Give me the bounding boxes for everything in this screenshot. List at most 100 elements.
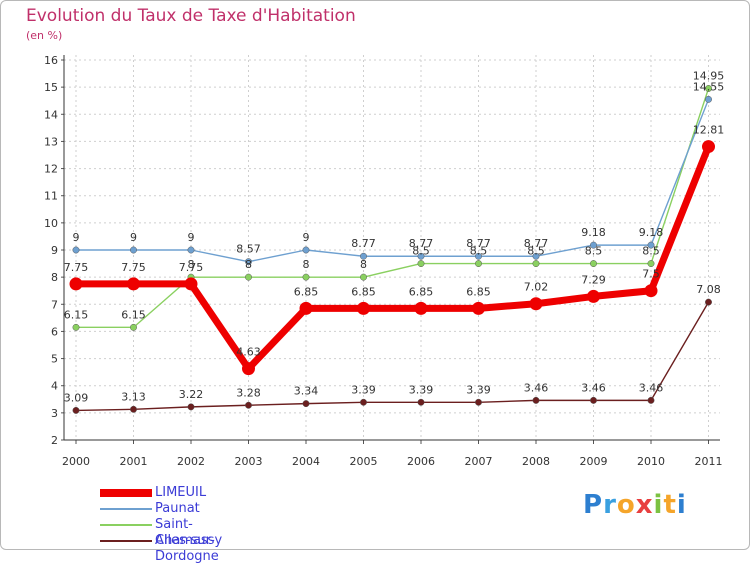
data-point-saint-chamassy[interactable] <box>130 323 137 331</box>
data-point-saint-chamassy[interactable] <box>72 323 80 331</box>
data-point-saint-chamassy[interactable] <box>647 260 655 268</box>
series-line-limeuil[interactable] <box>76 145 712 373</box>
data-label-alles-sur-dordogne: 3.28 <box>236 386 261 399</box>
data-point-alles-sur-dordogne[interactable] <box>590 396 597 404</box>
data-label-alles-sur-dordogne: 3.09 <box>64 391 89 404</box>
data-point-alles-sur-dordogne[interactable] <box>245 401 252 409</box>
data-point-saint-chamassy[interactable] <box>705 85 712 92</box>
x-tick-label: 2010 <box>637 455 665 468</box>
logo-letter: r <box>603 490 617 520</box>
data-label-alles-sur-dordogne: 3.46 <box>639 381 664 394</box>
legend-swatch-paunat <box>100 508 152 510</box>
grid-layer <box>64 55 720 441</box>
data-label-paunat: 8.77 <box>466 237 491 250</box>
data-label-paunat: 14.55 <box>693 80 725 93</box>
data-label-saint-chamassy: 6.15 <box>121 308 146 321</box>
data-label-saint-chamassy: 14.95 <box>693 70 725 83</box>
data-label-limeuil: 7.75 <box>121 261 146 274</box>
data-point-alles-sur-dordogne[interactable] <box>705 298 712 306</box>
legend-label-limeuil: LIMEUIL <box>155 485 207 500</box>
logo-letter: P <box>583 490 604 520</box>
data-point-paunat[interactable] <box>705 95 712 103</box>
data-label-paunat: 8.77 <box>351 237 376 250</box>
data-point-saint-chamassy[interactable] <box>475 260 482 268</box>
series-line-alles-sur-dordogne[interactable] <box>75 301 710 412</box>
data-label-saint-chamassy: 8 <box>188 258 195 271</box>
data-point-paunat[interactable] <box>532 252 540 260</box>
data-point-alles-sur-dordogne[interactable] <box>72 406 80 414</box>
y-tick-label: 2 <box>51 434 58 447</box>
x-tick-label: 2002 <box>177 455 205 468</box>
data-point-alles-sur-dordogne[interactable] <box>647 396 655 404</box>
data-label-saint-chamassy: 8 <box>245 258 252 271</box>
data-label-limeuil: 7.75 <box>179 261 204 274</box>
data-label-saint-chamassy: 6.15 <box>64 308 89 321</box>
data-point-paunat[interactable] <box>475 252 482 260</box>
data-point-limeuil[interactable] <box>357 301 370 315</box>
data-point-limeuil[interactable] <box>644 284 658 298</box>
data-label-alles-sur-dordogne: 3.13 <box>121 390 146 403</box>
data-point-saint-chamassy[interactable] <box>245 273 252 281</box>
data-point-saint-chamassy[interactable] <box>360 273 367 281</box>
data-point-paunat[interactable] <box>302 246 310 254</box>
data-point-alles-sur-dordogne[interactable] <box>302 400 310 408</box>
y-tick-label: 14 <box>44 108 58 121</box>
x-tick-label: 2000 <box>62 455 90 468</box>
data-label-limeuil: 7.02 <box>524 281 549 294</box>
proxiti-logo: Proxiti <box>583 490 687 520</box>
data-point-saint-chamassy[interactable] <box>417 260 425 268</box>
data-point-limeuil[interactable] <box>702 140 715 154</box>
y-tick-label: 13 <box>44 135 58 148</box>
logo-letter: i <box>676 490 687 520</box>
data-label-alles-sur-dordogne: 3.39 <box>466 383 491 396</box>
data-point-paunat[interactable] <box>647 241 655 249</box>
data-point-alles-sur-dordogne[interactable] <box>532 396 540 404</box>
data-point-paunat[interactable] <box>72 246 80 254</box>
data-label-saint-chamassy: 8.5 <box>642 245 660 258</box>
data-point-limeuil[interactable] <box>127 277 140 291</box>
data-point-alles-sur-dordogne[interactable] <box>130 405 137 413</box>
y-tick-label: 3 <box>51 407 58 420</box>
data-point-paunat[interactable] <box>130 246 137 254</box>
data-point-alles-sur-dordogne[interactable] <box>187 403 195 411</box>
data-point-limeuil[interactable] <box>299 301 313 315</box>
data-point-alles-sur-dordogne[interactable] <box>417 398 425 406</box>
data-point-saint-chamassy[interactable] <box>302 273 310 281</box>
data-point-limeuil[interactable] <box>587 289 600 303</box>
chart-title: Evolution du Taux de Taxe d'Habitation <box>26 6 356 26</box>
data-point-saint-chamassy[interactable] <box>590 260 597 268</box>
data-point-saint-chamassy[interactable] <box>532 260 540 268</box>
line-chart: 2 3 4 5 6 7 8 9 10 11 12 13 14 15 16 2000 2001 2002 2003 20… <box>44 54 725 468</box>
y-tick-label: 5 <box>51 353 58 366</box>
data-label-paunat: 8.77 <box>409 237 434 250</box>
axis-layer: 2 3 4 5 6 7 8 9 10 11 12 13 14 15 16 2000 2001 2002 2003 20… <box>44 54 723 468</box>
data-label-saint-chamassy: 8.5 <box>470 245 488 258</box>
data-label-saint-chamassy: 8 <box>303 258 310 271</box>
data-point-paunat[interactable] <box>590 241 597 249</box>
x-tick-label: 2003 <box>235 455 263 468</box>
y-tick-label: 9 <box>51 244 58 257</box>
data-point-limeuil[interactable] <box>529 297 543 311</box>
data-point-alles-sur-dordogne[interactable] <box>475 398 482 406</box>
data-point-limeuil[interactable] <box>414 301 428 315</box>
legend-swatch-alles-sur-dordogne <box>100 540 152 542</box>
data-point-limeuil[interactable] <box>242 362 255 376</box>
data-point-limeuil[interactable] <box>184 277 198 291</box>
data-point-paunat[interactable] <box>245 258 252 266</box>
data-point-paunat[interactable] <box>360 252 367 260</box>
data-label-paunat: 9.18 <box>639 226 664 239</box>
data-point-paunat[interactable] <box>187 246 195 254</box>
data-point-alles-sur-dordogne[interactable] <box>360 398 367 406</box>
data-label-alles-sur-dordogne: 3.34 <box>294 385 319 398</box>
legend-label-alles-sur-dordogne: Alles-sur-Dordogne <box>155 533 219 564</box>
data-point-limeuil[interactable] <box>69 277 83 291</box>
data-label-paunat: 9 <box>73 231 80 244</box>
data-point-limeuil[interactable] <box>472 301 485 315</box>
data-label-alles-sur-dordogne: 3.46 <box>524 381 549 394</box>
data-point-paunat[interactable] <box>417 252 425 260</box>
data-label-limeuil: 4.63 <box>236 346 261 359</box>
logo-letter: t <box>663 490 677 520</box>
series-line-paunat[interactable] <box>76 99 710 263</box>
data-label-alles-sur-dordogne: 7.08 <box>696 283 721 296</box>
data-label-limeuil: 6.85 <box>409 285 434 298</box>
